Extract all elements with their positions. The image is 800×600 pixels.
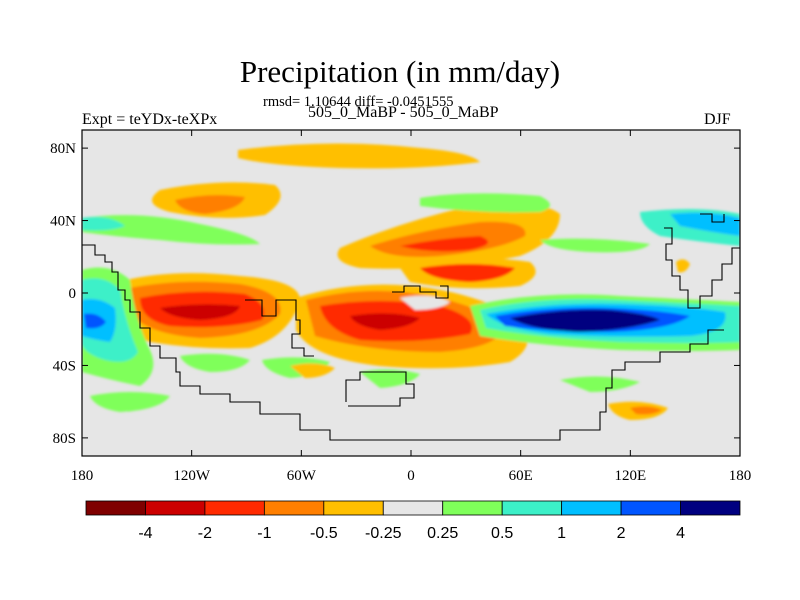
y-tick-label: 40S [53,358,76,374]
coastline-centralam [245,299,314,357]
colorbar-swatch [263,500,325,516]
colorbar: -4 -2 -1 -0.5 -0.25 0.25 0.5 1 2 4 [85,500,741,542]
colorbar-swatch [680,500,741,516]
season-label: DJF [704,111,731,128]
contour-east-wet2 [670,212,740,236]
contour-trop-center-core2 [350,313,420,330]
colorbar-label: 1 [557,525,566,542]
coastline-americas [82,244,724,441]
colorbar-swatch [620,500,681,516]
colorbar-label: -0.25 [365,525,402,542]
colorbar-swatch [323,500,384,516]
contour-trop-wet-core [510,309,660,332]
contour-sh-neg3 [630,406,662,415]
colorbar-swatch [501,500,563,516]
colorbar-swatch [561,500,622,516]
x-tick-label: 120E [614,468,646,484]
colorbar-swatch [382,500,444,516]
y-tick-label: 40N [50,214,76,230]
contour-eurasia-core [420,264,515,282]
contour-sh-wet3 [360,369,420,388]
colorbar-label: 2 [617,525,626,542]
contour-sh-wet5 [560,376,640,392]
colorbar-label: -1 [257,525,271,542]
colorbar-label: -2 [198,525,212,542]
x-tick-label: 60E [509,468,533,484]
contour-euro-wet [420,193,550,213]
y-tick-label: 0 [69,286,77,302]
contour-trop-west-core2 [160,304,240,320]
coastline-africa [345,371,415,407]
experiment-label: Expt = teYDx-teXPx [82,111,218,128]
contour-asia-wet [540,238,650,253]
contour-sh-wet1 [180,353,250,372]
contour-midlat-wet [82,215,260,245]
x-tick-label: 180 [71,468,94,484]
x-tick-label: 0 [407,468,415,484]
contour-farwest-core [84,313,106,329]
contour-east-dry [676,259,690,273]
x-tick-label: 120W [173,468,211,484]
colorbar-label: 0.25 [427,525,458,542]
axis-ticks: 180 120W 60W 0 60E 120E 180 80N 40N 0 40S 80S [50,130,751,484]
colorbar-label: -4 [138,525,152,542]
colorbar-swatch [85,500,146,516]
contour-arctic-pos [238,143,480,169]
coastline-east [664,227,740,309]
comparison-label: 505_0_MaBP - 505_0_MaBP [308,104,499,121]
contour-natl-core [400,236,488,252]
coastlines [82,213,740,441]
contour-sh-wet4 [90,392,170,412]
colorbar-label: 0.5 [491,525,513,542]
chart-title: Precipitation (in mm/day) [239,54,561,89]
y-tick-label: 80N [50,141,76,157]
colorbar-swatch [204,500,265,516]
colorbar-label: 4 [676,525,685,542]
y-tick-label: 80S [53,431,76,447]
colorbar-swatch [145,500,206,516]
coastline-east2 [700,213,725,223]
contour-sh-neg1 [290,363,335,378]
contour-trop-dry-hole [400,295,450,310]
coastline-europe [392,285,449,299]
contour-west-pac-wet [82,217,125,231]
contour-field [82,143,740,420]
colorbar-label: -0.5 [310,525,338,542]
stats-text: rmsd= 1.10644 diff= -0.0451555 [263,94,454,110]
x-tick-label: 180 [729,468,752,484]
contour-na-core [175,195,245,214]
colorbar-swatch [442,500,503,516]
x-tick-label: 60W [287,468,317,484]
